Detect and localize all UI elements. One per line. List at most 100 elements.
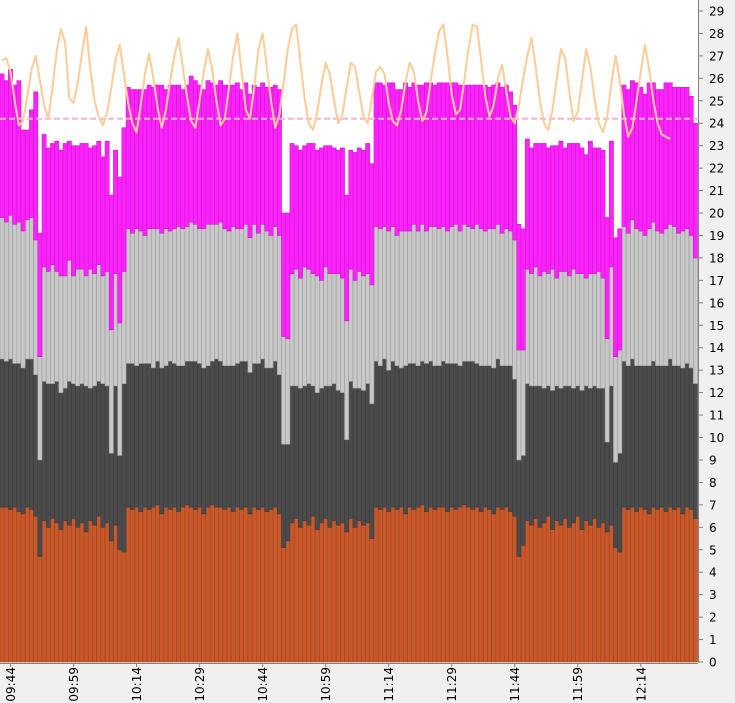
y-tick-label: 6 [709,521,717,535]
bar-segment [314,149,320,277]
bar-segment [100,156,106,277]
bar-segment [524,520,530,663]
bar-segment [121,127,127,272]
bar-segment [150,367,156,508]
bar-segment [188,221,194,362]
bar-segment [289,143,295,274]
bar-segment [104,522,110,663]
bar-segment [554,145,560,279]
bar-segment [365,273,371,384]
bar-segment [646,365,652,515]
bar-segment [382,358,387,508]
bar-segment [272,226,278,362]
bar-segment [579,147,585,274]
bar-segment [335,273,341,391]
bar-segment [298,149,303,279]
bar-segment [306,268,312,384]
bar-segment [369,284,375,405]
bar-segment [150,87,156,230]
bar-segment [79,268,85,384]
bar-segment [634,365,639,512]
bar-segment [71,275,76,384]
bar-segment [235,82,240,230]
bar-segment [323,385,329,519]
bar-segment [403,513,408,663]
bar-segment [41,134,47,268]
bar-segment [466,84,471,227]
bar-segment [428,226,434,362]
bar-segment [176,226,181,366]
bar-segment [302,385,308,521]
bar-segment [285,338,291,445]
bar-segment [239,228,245,362]
bar-segment [638,506,644,663]
bar-segment [92,524,97,663]
bar-segment [146,84,152,230]
bar-segment [529,273,534,387]
bar-segment [621,360,627,508]
y-tick-label: 1 [709,633,717,647]
bar-segment [394,365,400,510]
bar-segment [424,511,429,663]
bar-segment [285,443,291,542]
bar-segment [424,230,429,364]
bar-segment [445,363,450,512]
bar-segment [566,275,572,387]
bar-segment [688,235,694,369]
bar-segment [45,271,51,384]
bar-segment [508,365,513,512]
bar-segment [440,82,446,227]
bar-segment [167,84,173,232]
bar-segment [499,365,505,510]
bar-segment [66,259,72,382]
bar-segment [625,232,631,366]
bar-segment [512,378,518,517]
bar-segment [188,506,194,663]
bar-segment [411,82,417,225]
bar-segment [688,96,694,236]
bar-segment [579,390,585,530]
bar-segment [29,217,34,360]
bar-segment [167,230,173,362]
y-tick-label: 7 [709,498,717,512]
bar-segment [163,365,169,508]
bar-segment [613,237,618,358]
bar-segment [159,513,165,663]
bar-segment [340,392,345,524]
bar-segment [474,506,480,663]
bar-segment [201,228,207,369]
bar-segment [293,268,299,387]
bar-segment [432,226,438,366]
bar-segment [213,223,219,360]
bar-segment [121,551,127,663]
bar-segment [671,226,677,366]
bar-segment [24,219,30,360]
bar-segment [692,383,698,519]
bar-segment [100,383,106,528]
bar-segment [571,387,576,524]
bar-segment [150,228,156,369]
bar-segment [83,385,89,533]
bar-segment [335,390,341,526]
bar-segment [432,365,438,510]
bar-segment [638,365,644,508]
bar-segment [356,271,362,389]
bar-segment [335,149,341,274]
y-tick-label: 13 [709,364,724,378]
bar-segment [411,223,417,364]
bar-segment [272,360,278,508]
bar-segment [508,230,513,366]
y-tick-label: 8 [709,476,717,490]
bar-segment [205,80,211,225]
y-tick-label: 29 [709,5,724,19]
bar-segment [436,82,442,230]
bar-segment [596,271,602,389]
bar-segment [390,506,396,663]
bar-segment [176,84,181,227]
bar-segment [440,506,446,663]
bar-segment [403,230,408,366]
bar-segment [264,367,270,512]
bar-segment [461,84,467,225]
y-tick-label: 14 [709,341,724,355]
bar-segment [29,109,34,218]
